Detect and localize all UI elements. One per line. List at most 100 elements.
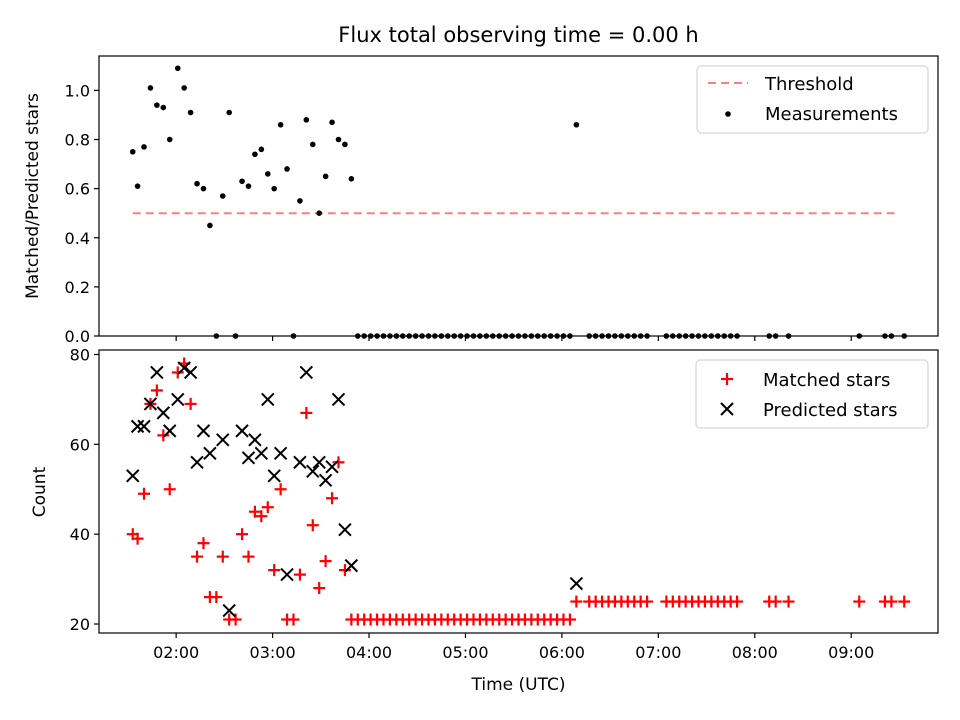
measurement-point	[160, 104, 167, 111]
top-y-tick-label: 0.0	[65, 327, 90, 346]
matched-star-point	[306, 519, 319, 532]
predicted-star-point	[318, 473, 333, 487]
bottom-y-tick-label: 20	[70, 615, 90, 634]
top-y-tick-label: 0.6	[65, 180, 90, 199]
bottom-y-tick-label: 60	[70, 435, 90, 454]
predicted-star-point	[203, 446, 217, 461]
predicted-star-point	[150, 365, 164, 380]
measurement-point	[239, 178, 245, 185]
predicted-star-point	[254, 446, 269, 461]
matched-star-point	[274, 483, 287, 496]
measurement-point	[303, 117, 310, 123]
legend-threshold-label: Threshold	[764, 74, 854, 95]
predicted-star-point	[331, 392, 346, 407]
legend-matched-swatch	[721, 373, 733, 385]
predicted-star-point	[190, 455, 204, 470]
matched-star-point	[319, 555, 332, 568]
matched-star-point	[326, 492, 339, 505]
legend-measurements-label: Measurements	[765, 104, 898, 125]
predicted-star-point	[177, 361, 191, 375]
measurement-point	[245, 183, 252, 189]
legend-predicted-swatch	[720, 402, 734, 416]
measurement-point	[284, 166, 290, 172]
measurement-point	[181, 85, 187, 91]
measurement-point	[277, 121, 284, 128]
x-tick-label: 07:00	[635, 643, 681, 662]
bottom-y-axis: 20 40 60 80	[70, 345, 99, 634]
predicted-star-point	[222, 603, 236, 618]
matched-star-point	[242, 550, 255, 563]
matched-star-point	[216, 550, 229, 563]
bottom-y-axis-label: Count	[30, 466, 50, 517]
measurement-point	[258, 146, 265, 153]
matched-star-point	[191, 550, 204, 563]
bottom-plot-marks	[126, 357, 911, 626]
predicted-star-point	[273, 446, 288, 461]
measurement-point	[207, 222, 213, 229]
measurement-point	[322, 173, 329, 180]
matched-star-point	[236, 528, 249, 541]
measurement-point	[329, 119, 335, 126]
measurement-point	[129, 148, 136, 155]
predicted-star-point	[267, 469, 281, 483]
top-plot-marks	[129, 65, 908, 339]
matched-star-point	[255, 510, 268, 523]
predicted-star-point	[299, 365, 314, 380]
matched-star-point	[853, 595, 866, 608]
matched-star-point	[293, 568, 306, 581]
bottom-y-tick-label: 80	[70, 345, 90, 364]
top-y-tick-label: 0.2	[65, 278, 90, 297]
measurement-point	[348, 176, 355, 182]
measurement-point	[335, 136, 342, 143]
measurement-point	[194, 180, 200, 187]
predicted-star-point	[325, 460, 339, 474]
matched-star-point	[261, 501, 274, 514]
measurement-point	[147, 85, 154, 91]
predicted-star-point	[130, 419, 145, 434]
measurement-point	[166, 136, 173, 143]
matched-star-point	[163, 483, 176, 496]
matched-star-point	[210, 591, 223, 604]
bottom-legend: Matched stars Predicted stars	[695, 359, 929, 429]
matched-star-point	[898, 595, 911, 608]
x-tick-label: 09:00	[828, 643, 874, 662]
measurement-point	[309, 141, 316, 148]
predicted-star-point	[306, 464, 320, 478]
predicted-star-point	[143, 397, 158, 411]
measurement-point	[219, 193, 226, 199]
matched-star-point	[157, 429, 170, 442]
matched-star-point	[563, 613, 576, 626]
bottom-x-axis: 02:00 03:00 04:00 05:00 06:00 07:00 08:00 09:00	[153, 633, 874, 662]
predicted-star-point	[241, 451, 256, 465]
matched-star-point	[138, 487, 151, 500]
measurement-point	[134, 183, 141, 189]
x-tick-label: 08:00	[732, 643, 778, 662]
measurement-point	[226, 109, 232, 116]
matched-star-point	[268, 564, 281, 577]
predicted-star-point	[156, 406, 170, 420]
bottom-legend-box	[695, 359, 929, 429]
matched-star-point	[885, 595, 898, 608]
chart-title: Flux total observing time = 0.00 h	[338, 23, 698, 47]
bottom-y-tick-label: 40	[70, 525, 90, 544]
x-tick-label: 02:00	[153, 643, 199, 662]
top-y-axis: 0.0 0.2 0.4 0.6 0.8 1.0	[65, 81, 99, 346]
legend-predicted-label: Predicted stars	[763, 400, 897, 421]
x-tick-label: 06:00	[539, 643, 585, 662]
top-panel: 0.0 0.2 0.4 0.6 0.8 1.0 Matched/Predicted sta…	[23, 55, 939, 346]
predicted-star-point	[569, 576, 584, 591]
measurement-point	[573, 121, 580, 128]
predicted-star-point	[171, 392, 185, 407]
predicted-star-point	[183, 365, 198, 380]
measurement-point	[297, 198, 303, 204]
matched-star-point	[641, 595, 654, 608]
measurement-point	[271, 185, 277, 192]
bottom-plot-frame	[98, 349, 939, 634]
matched-star-point	[184, 397, 197, 410]
predicted-star-point	[163, 424, 177, 438]
matched-star-point	[171, 366, 184, 379]
top-y-axis-label: Matched/Predicted stars	[23, 93, 43, 299]
measurement-point	[187, 109, 194, 116]
measurement-point	[154, 102, 160, 108]
